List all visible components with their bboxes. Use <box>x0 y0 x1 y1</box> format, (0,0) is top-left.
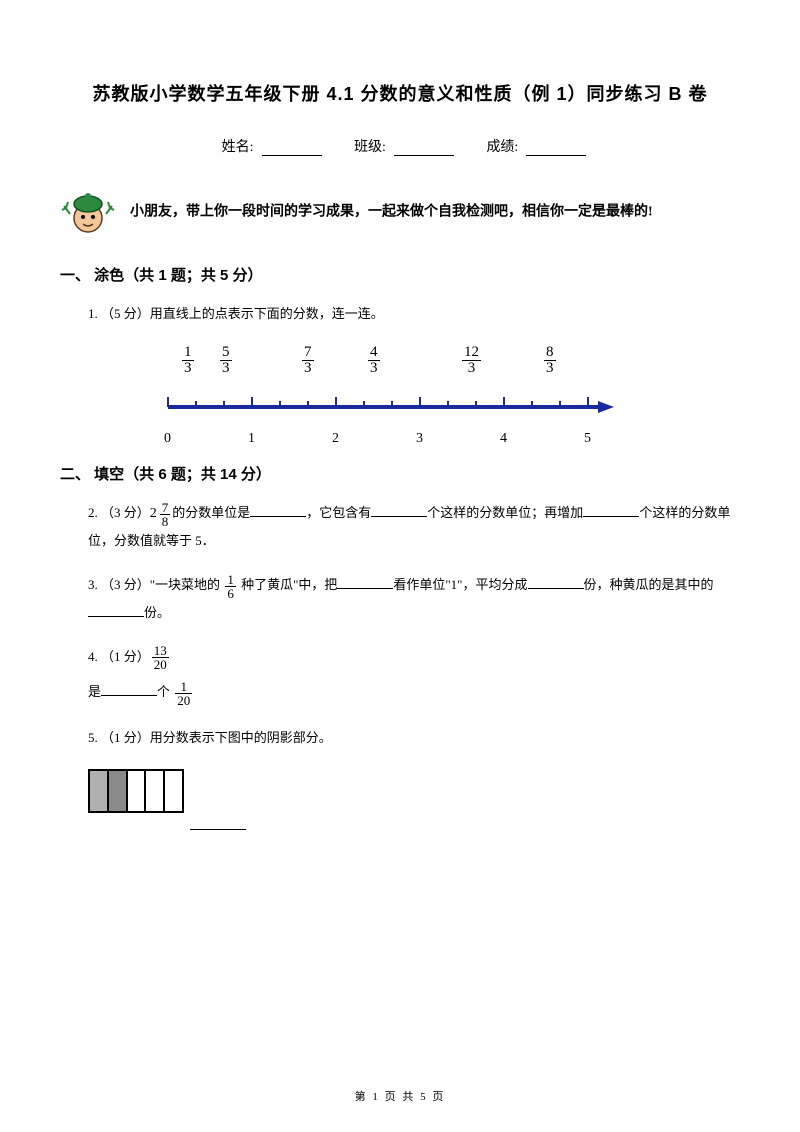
score-blank[interactable] <box>526 142 586 156</box>
q2-t3: 个这样的分数单位；再增加 <box>427 505 583 520</box>
question-4: 4. （1 分）1320 是 个 120 <box>60 644 740 707</box>
q3-t4: 份。 <box>144 605 170 620</box>
q4-mid: 是 <box>88 684 101 699</box>
section2-header: 二、 填空（共 6 题；共 14 分） <box>60 463 740 484</box>
q3-blank3[interactable] <box>88 605 144 617</box>
score-label: 成绩: <box>486 140 518 155</box>
q4-frac1: 1320 <box>152 644 169 671</box>
mascot-icon <box>60 184 116 240</box>
intro-text: 小朋友，带上你一段时间的学习成果，一起来做个自我检测吧，相信你一定是最棒的! <box>130 205 653 220</box>
q5-blank[interactable] <box>190 818 246 830</box>
q4-frac2: 120 <box>175 680 192 707</box>
q4-mid2: 个 <box>157 684 173 699</box>
page-title: 苏教版小学数学五年级下册 4.1 分数的意义和性质（例 1）同步练习 B 卷 <box>60 80 740 106</box>
page-footer: 第 1 页 共 5 页 <box>0 1088 800 1104</box>
question-2: 2. （3 分）278的分数单位是，它包含有个这样的分数单位；再增加个这样的分数… <box>60 500 740 554</box>
class-label: 班级: <box>354 140 386 155</box>
name-label: 姓名: <box>222 140 254 155</box>
q2-blank1[interactable] <box>250 505 306 517</box>
q3-blank2[interactable] <box>528 577 584 589</box>
q4-prefix: 4. （1 分） <box>88 649 150 664</box>
q2-blank2[interactable] <box>371 505 427 517</box>
q1-text: 1. （5 分）用直线上的点表示下面的分数，连一连。 <box>88 306 384 321</box>
q2-blank3[interactable] <box>583 505 639 517</box>
numberline: 1353734312383 012345 <box>158 345 618 443</box>
question-5: 5. （1 分）用分数表示下图中的阴影部分。 <box>60 725 740 751</box>
class-blank[interactable] <box>394 142 454 156</box>
q3-frac: 16 <box>225 573 236 600</box>
name-blank[interactable] <box>262 142 322 156</box>
q3-t2: 看作单位"1"，平均分成 <box>393 577 527 592</box>
shaded-rectangle <box>88 769 184 813</box>
q4-blank[interactable] <box>101 684 157 696</box>
question-1: 1. （5 分）用直线上的点表示下面的分数，连一连。 1353734312383… <box>60 301 740 443</box>
q2-t1: 的分数单位是 <box>172 505 250 520</box>
q2-prefix: 2. （3 分） <box>88 505 150 520</box>
q2-whole: 2 <box>150 500 157 528</box>
q3-t1: 种了黄瓜"中，把 <box>238 577 338 592</box>
intro-row: 小朋友，带上你一段时间的学习成果，一起来做个自我检测吧，相信你一定是最棒的! <box>60 184 740 240</box>
q3-blank1[interactable] <box>337 577 393 589</box>
question-3: 3. （3 分）"一块菜地的 16 种了黄瓜"中，把 看作单位"1"，平均分成 份，… <box>60 572 740 626</box>
q2-frac: 78 <box>160 501 171 528</box>
info-line: 姓名: 班级: 成绩: <box>60 136 740 156</box>
q3-prefix: 3. （3 分）"一块菜地的 <box>88 577 223 592</box>
section1-header: 一、 涂色（共 1 题；共 5 分） <box>60 264 740 285</box>
q3-t3: 份，种黄瓜的是其中的 <box>584 577 714 592</box>
q5-text: 5. （1 分）用分数表示下图中的阴影部分。 <box>88 730 332 745</box>
q2-t2: ，它包含有 <box>306 505 371 520</box>
